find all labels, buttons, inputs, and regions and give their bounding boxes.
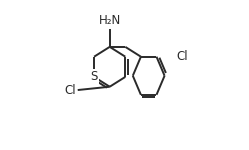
Text: S: S: [90, 70, 98, 83]
Text: Cl: Cl: [64, 84, 76, 97]
Text: H₂N: H₂N: [99, 14, 121, 27]
Text: Cl: Cl: [176, 50, 188, 63]
